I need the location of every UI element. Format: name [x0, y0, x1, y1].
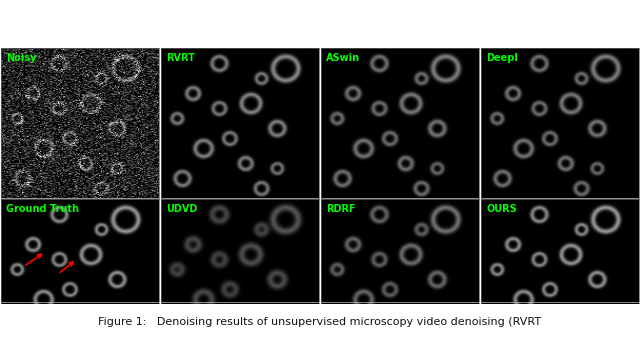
Text: ASwin: ASwin — [326, 53, 360, 63]
Text: OURS: OURS — [486, 204, 516, 214]
Text: Ground Truth: Ground Truth — [6, 204, 79, 214]
Text: RVRT: RVRT — [166, 53, 195, 63]
Text: Deepl: Deepl — [486, 53, 518, 63]
Text: Figure 1:   Denoising results of unsupervised microscopy video denoising (RVRT: Figure 1: Denoising results of unsupervi… — [99, 317, 541, 327]
Text: UDVD: UDVD — [166, 204, 197, 214]
Text: Noisy: Noisy — [6, 53, 36, 63]
Text: RDRF: RDRF — [326, 204, 356, 214]
